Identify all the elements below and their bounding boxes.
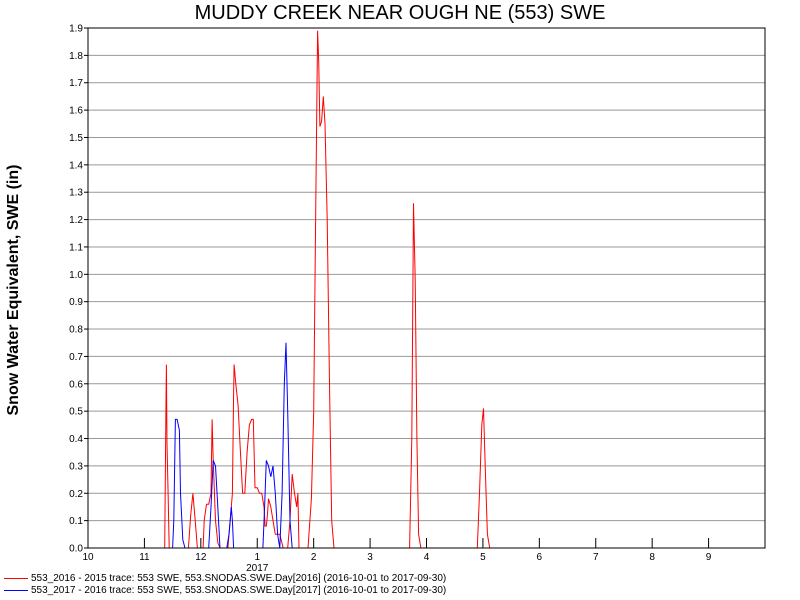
x-year-label: 2017 [246, 563, 269, 574]
legend-swatch-blue [4, 589, 28, 591]
x-tick-label: 4 [424, 552, 430, 563]
y-tick-label: 0.1 [69, 516, 83, 527]
y-tick-label: 1.0 [69, 270, 83, 281]
x-tick-label: 8 [649, 552, 655, 563]
y-tick-label: 0.8 [69, 325, 83, 336]
y-tick-label: 0.2 [69, 489, 83, 500]
chart-title: MUDDY CREEK NEAR OUGH NE (553) SWE [194, 2, 606, 24]
x-tick-label: 12 [195, 552, 207, 563]
x-tick-label: 10 [82, 552, 94, 563]
y-tick-label: 0.4 [69, 434, 83, 445]
y-tick-label: 1.3 [69, 188, 83, 199]
x-tick-label: 3 [367, 552, 373, 563]
x-tick-label: 9 [706, 552, 712, 563]
y-tick-label: 0.7 [69, 352, 83, 363]
x-tick-label: 7 [593, 552, 599, 563]
x-tick-label: 11 [139, 552, 150, 563]
y-tick-label: 1.8 [69, 51, 83, 62]
y-tick-label: 0.0 [69, 544, 83, 555]
y-tick-label: 1.2 [69, 215, 83, 226]
y-tick-label: 1.6 [69, 106, 83, 117]
legend-label-2017: 553_2017 - 2016 trace: 553 SWE, 553.SNOD… [31, 585, 447, 596]
y-tick-label: 1.1 [69, 242, 83, 253]
y-tick-label: 0.9 [69, 297, 83, 308]
x-tick-label: 5 [480, 552, 486, 563]
legend-entry-2016: 553_2016 - 2015 trace: 553 SWE, 553.SNOD… [4, 573, 446, 585]
x-tick-label: 2 [311, 552, 317, 563]
y-tick-label: 1.9 [69, 24, 83, 35]
y-tick-label: 0.6 [69, 379, 83, 390]
legend-label-2016: 553_2016 - 2015 trace: 553 SWE, 553.SNOD… [31, 573, 447, 584]
y-tick-label: 0.3 [69, 461, 83, 472]
series-line-2016 [88, 30, 765, 549]
x-tick-label: 6 [537, 552, 543, 563]
plot-frame [87, 27, 766, 549]
y-tick-label: 0.5 [69, 407, 83, 418]
legend-swatch-red [4, 577, 28, 579]
y-tick-label: 1.5 [69, 133, 83, 144]
legend-entry-2017: 553_2017 - 2016 trace: 553 SWE, 553.SNOD… [4, 585, 446, 597]
x-tick-label: 1 [254, 552, 260, 563]
y-tick-label: 1.7 [69, 78, 83, 89]
y-tick-label: 1.4 [69, 160, 83, 171]
series-line-2017 [88, 342, 765, 549]
